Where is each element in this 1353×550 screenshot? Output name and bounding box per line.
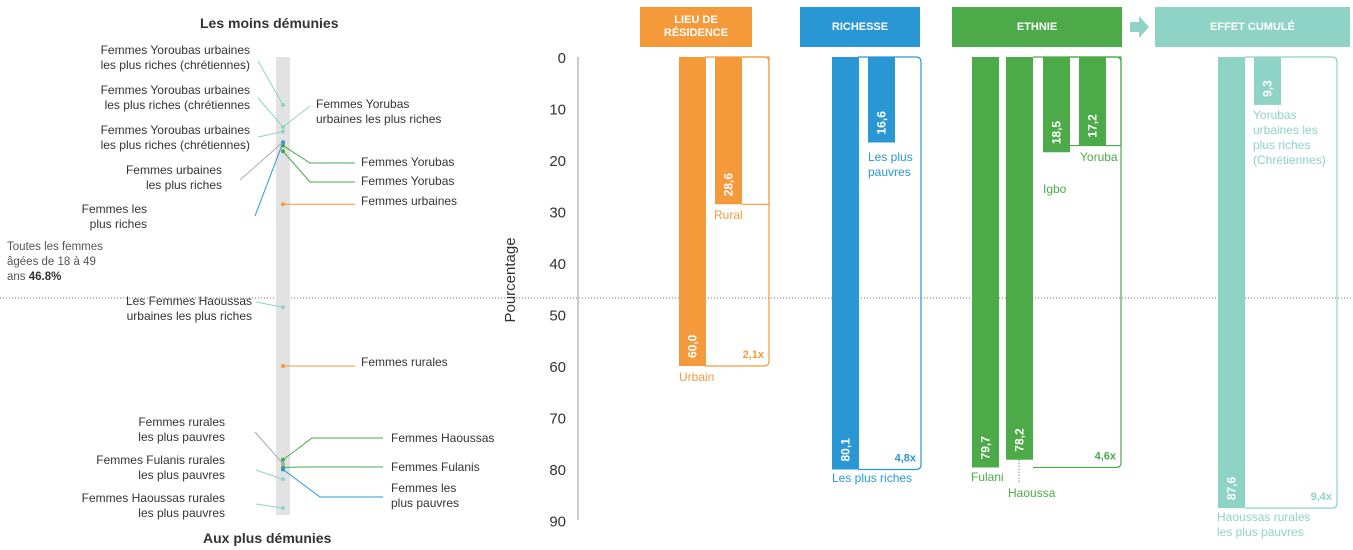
ratio-label: 4,8x [895, 453, 917, 465]
left-label: Femmes rurales les plus pauvres [138, 415, 225, 444]
header-wealth: RICHESSE [800, 7, 920, 47]
leader-line-right [282, 105, 311, 128]
bar-value-label: 9,3 [1261, 80, 1275, 97]
y-tick-label: 40 [549, 256, 566, 273]
header-residence-line1: LIEU DE [674, 14, 718, 26]
right-label: Femmes les plus pauvres [391, 481, 460, 510]
leader-line-left [254, 431, 284, 465]
bar-yorubas-urbaines [1254, 57, 1281, 105]
right-label: Femmes Yorubas [361, 155, 455, 169]
category-label: Haoussa [1008, 486, 1056, 500]
left-label: Les Femmes Haoussas urbaines les plus ric… [125, 294, 252, 323]
y-tick-label: 90 [549, 514, 566, 531]
category-label: Urbain [679, 370, 715, 384]
header-cumulative-label: EFFET CUMULÉ [1210, 20, 1295, 33]
bar-haoussas-rurales [1218, 57, 1245, 509]
y-tick-label: 80 [549, 462, 566, 479]
bar-urbain [679, 57, 706, 366]
left-label: Femmes les plus riches [81, 202, 147, 231]
small-bar-frame [742, 56, 770, 205]
leader-line-left [255, 301, 284, 308]
header-residence-line2: RÉSIDENCE [663, 27, 729, 39]
category-label: Yoruba [1080, 150, 1118, 164]
left-label: Femmes Haoussas rurales les plus pauvres [81, 491, 225, 520]
y-tick-label: 10 [549, 102, 566, 119]
y-axis-label: Pourcentage [502, 237, 519, 322]
top-title: Les moins démunies [200, 15, 339, 31]
bar-value-label: 17,2 [1086, 114, 1100, 138]
category-label: Yorubas urbaines les plus riches (Chrétienn… [1253, 108, 1326, 167]
average-value: 46.8% [25, 271, 62, 283]
ratio-label: 2,1x [743, 349, 765, 361]
right-label: Femmes rurales [361, 355, 448, 369]
range-strip [276, 57, 290, 515]
header-cumulative: EFFET CUMULÉ [1155, 7, 1350, 47]
category-label: Haoussas rurales les plus pauvres [1217, 510, 1311, 539]
category-label: Fulani [971, 470, 1004, 484]
leader-line-left [239, 141, 284, 181]
right-label: Femmes Fulanis [391, 460, 480, 474]
ratio-label: 4,6x [1095, 450, 1117, 462]
leader-line-left [257, 97, 284, 128]
left-label: Femmes urbaines les plus riches [125, 163, 222, 192]
leader-line-right [282, 145, 355, 164]
frame-cumulative [1245, 56, 1338, 509]
right-label: Femmes urbaines [361, 194, 458, 208]
ratio-label: 9,4x [1311, 491, 1333, 503]
header-ethnicity: ETHNIE [952, 7, 1122, 47]
frame-wealth [858, 56, 922, 471]
bar-value-label: 80,1 [839, 438, 853, 462]
bar-value-label: 16,6 [875, 111, 889, 135]
left-label: Femmes Yoroubas urbaines les plus riches … [100, 43, 250, 72]
leader-line-right [282, 437, 383, 461]
bar-rural [715, 57, 742, 205]
header-ethnicity-label: ETHNIE [1016, 20, 1058, 33]
leader-line-right [282, 150, 355, 183]
header-residence: LIEU DE RÉSIDENCE [640, 7, 752, 47]
bar-yoruba [1079, 57, 1106, 146]
bar-value-label: 18,5 [1050, 121, 1064, 145]
bar-value-label: 87,6 [1225, 476, 1239, 500]
y-tick-label: 30 [549, 205, 566, 222]
bar-value-label: 28,6 [722, 173, 736, 197]
y-tick-label: 70 [549, 411, 566, 428]
y-tick-label: 60 [549, 359, 566, 376]
average-label: Toutes les femmes âgées de 18 à 49 ans 46.… [7, 241, 103, 283]
bar-value-label: 79,7 [979, 436, 993, 460]
y-tick-label: 50 [549, 308, 566, 325]
left-label: Femmes Yoroubas urbaines les plus riches … [100, 123, 250, 152]
left-label: Femmes Fulanis rurales les plus pauvres [96, 453, 225, 482]
category-label: Les plus riches [832, 471, 913, 485]
leader-line-left [255, 503, 284, 509]
right-label: Femmes Yorubas [361, 174, 455, 188]
bar-igbo [1043, 57, 1070, 153]
bar-plus-pauvres [868, 57, 895, 143]
category-label: Rural [714, 208, 743, 222]
y-tick-label: 20 [549, 153, 566, 170]
bar-value-label: 60,0 [686, 334, 700, 358]
bottom-title: Aux plus démunies [203, 530, 332, 546]
bar-haoussa [1006, 57, 1033, 460]
leader-line-right [282, 469, 383, 498]
header-wealth-label: RICHESSE [831, 20, 889, 33]
arrow-icon [1130, 16, 1149, 38]
left-label: Femmes Yoroubas urbaines les plus riches … [100, 83, 250, 112]
leader-line-left [257, 60, 284, 106]
leader-line-left [255, 469, 284, 480]
category-label: Les plus pauvres [868, 150, 913, 179]
y-tick-label: 0 [558, 50, 566, 67]
right-label: Femmes Yorubas urbaines les plus riches [316, 97, 442, 126]
bar-fulani [972, 57, 999, 468]
bar-plus-riches [832, 57, 859, 470]
bar-value-label: 78,2 [1013, 428, 1027, 452]
leader-line-left [254, 142, 284, 217]
leader-line-left [257, 131, 284, 138]
category-label: Igbo [1043, 182, 1067, 196]
right-label: Femmes Haoussas [391, 431, 495, 445]
